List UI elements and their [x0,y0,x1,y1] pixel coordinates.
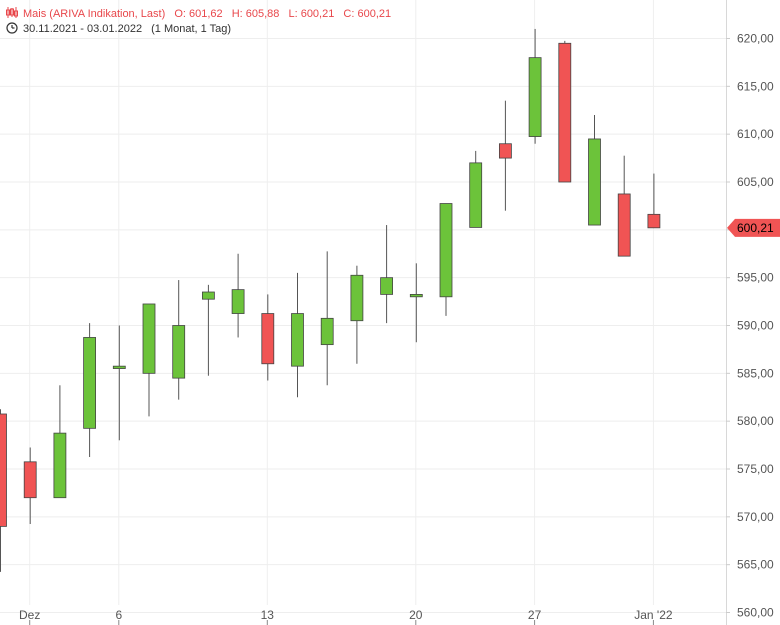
candle-body-down [617,193,631,257]
candle [617,155,631,257]
candle [469,150,483,228]
x-axis: Dez 6 13 20 27 Jan '22 [19,608,673,625]
last-price-marker: 600,21 [727,218,780,237]
candle [172,280,186,400]
candle [261,294,275,381]
clock-icon [6,22,19,37]
y-tick-label: 585,00 [737,366,774,380]
candle [558,40,572,183]
candle [409,263,423,343]
candlestick-icon [6,7,19,21]
candle-body-up [528,57,542,137]
candle [142,303,156,417]
candle-body-down [261,313,275,365]
candle [320,251,334,386]
candle [647,173,661,229]
chart-legend-ohlc: Mais (ARIVA Indikation, Last) O: 601,62 … [6,7,397,21]
candle [439,203,453,316]
y-tick-label: 580,00 [737,414,774,428]
y-tick-label: 620,00 [737,32,774,46]
instrument-name: Mais (ARIVA Indikation, Last) [23,8,166,20]
candle [201,284,215,376]
candle [350,265,364,364]
y-tick-label: 565,00 [737,558,774,572]
candle-body-up [320,317,334,346]
ohlc-low: L: 600,21 [288,8,335,20]
candles-layer [0,28,661,572]
candle-body-up [231,289,245,314]
y-tick-label: 615,00 [737,79,774,93]
x-tick-label: 6 [115,608,122,622]
y-tick-label: 610,00 [737,127,774,141]
candle [112,325,126,441]
candle-body-down [647,213,661,229]
candle-body-up [201,291,215,300]
candle-body-up [83,337,96,429]
candle [588,115,601,226]
ohlc-close: C: 600,21 [343,8,392,20]
date-range: 30.11.2021 - 03.01.2022 [23,23,143,35]
y-tick-label: 590,00 [737,319,774,333]
x-tick-label: 13 [261,608,275,622]
candle-body-up [53,432,67,499]
chart-period-info: 30.11.2021 - 03.01.2022 (1 Monat, 1 Tag) [6,22,237,37]
x-tick-label: 20 [409,608,423,622]
last-price-label: 600,21 [737,221,774,235]
candle [83,323,96,458]
candle-body-up [172,325,186,379]
candle-body-down [0,413,7,527]
candle-body-up [380,277,394,295]
candle-body-up [142,303,156,374]
y-axis: 560,00 565,00 570,00 575,00 580,00 585,00 590,… [726,32,774,620]
candle-body-up [350,274,364,322]
candle [380,225,394,324]
candle-body-down [558,42,572,183]
y-tick-label: 560,00 [737,606,774,620]
candle-body-up [112,365,126,369]
candle [291,272,304,398]
candle [498,100,512,211]
x-tick-label: Dez [19,608,40,622]
candle-body-up [291,313,304,367]
last-price-flag [727,218,780,237]
y-tick-label: 605,00 [737,175,774,189]
ohlc-high: H: 605,88 [231,8,280,20]
candle-body-up [588,138,601,226]
candle [528,28,542,144]
candle [0,409,7,572]
candle-body-down [23,461,37,499]
ohlc-open: O: 601,62 [174,8,223,20]
candle [23,447,37,525]
y-tick-label: 570,00 [737,510,774,524]
interval-info: (1 Monat, 1 Tag) [151,23,232,35]
y-tick-label: 595,00 [737,271,774,285]
candle-body-up [439,203,453,298]
y-tick-label: 575,00 [737,462,774,476]
candle [231,253,245,338]
x-tick-label: 27 [528,608,542,622]
candle-body-up [409,294,423,298]
x-tick-label: Jan '22 [634,608,673,622]
candle [53,385,67,499]
candle-body-up [469,162,483,228]
candle-body-down [498,143,512,159]
